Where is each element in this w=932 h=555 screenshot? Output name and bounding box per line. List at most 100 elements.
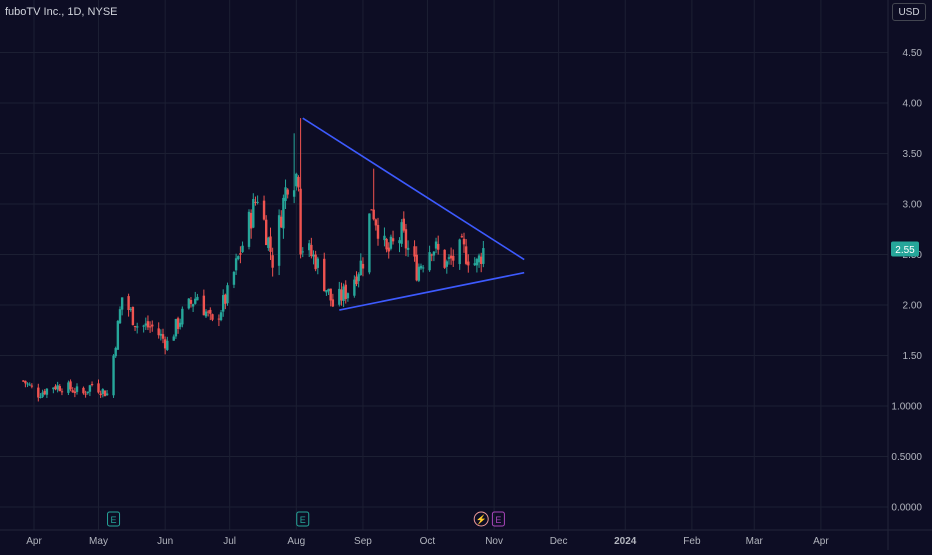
candle-body <box>232 271 236 285</box>
candle-body <box>452 255 455 261</box>
earnings-label: E <box>495 515 501 525</box>
candle-body <box>71 390 74 393</box>
trendline <box>302 117 525 261</box>
candle-body <box>60 391 64 393</box>
y-tick-label: 3.50 <box>903 149 923 160</box>
x-tick-label: Jul <box>223 536 236 547</box>
candle-body <box>419 265 423 269</box>
candle-body <box>211 314 214 320</box>
candle-body <box>284 187 287 201</box>
candle-body <box>445 261 448 267</box>
earnings-icon <box>107 511 121 527</box>
candle-body <box>136 326 139 328</box>
candle-body <box>421 267 425 269</box>
candle-body <box>187 298 190 309</box>
earnings-marker[interactable]: E <box>491 511 505 527</box>
y-tick-label: 1.50 <box>903 351 923 362</box>
candle-body <box>179 322 182 327</box>
candle-body <box>69 381 72 390</box>
x-tick-label: Dec <box>550 536 568 547</box>
candle-body <box>323 258 326 292</box>
candle-body <box>437 243 440 250</box>
candle-body <box>209 309 212 314</box>
candle-body <box>385 239 388 250</box>
candle-body <box>310 244 313 257</box>
candle-body <box>368 213 371 273</box>
candle-body <box>30 385 34 387</box>
x-tick-label: Aug <box>287 536 305 547</box>
candle-body <box>249 212 253 229</box>
candle-body <box>151 324 154 327</box>
candle-body <box>458 239 461 265</box>
candle-body <box>222 295 225 312</box>
candle-body <box>26 383 29 385</box>
candle-body <box>329 288 332 301</box>
candle-body <box>460 236 464 238</box>
candle-body <box>473 263 476 266</box>
candle-body <box>239 253 242 255</box>
candle-body <box>86 391 89 394</box>
candle-body <box>325 290 328 293</box>
candle-body <box>267 237 270 248</box>
candle-body <box>120 297 124 310</box>
candle-body <box>161 334 165 339</box>
candle-body <box>67 382 70 393</box>
y-tick-label: 1.0000 <box>891 402 922 413</box>
candle-body <box>269 236 272 252</box>
candle-body <box>271 255 274 268</box>
candle-body <box>129 308 132 310</box>
x-tick-label: May <box>89 536 108 547</box>
candle-body <box>131 306 135 326</box>
earnings-icon <box>296 511 310 527</box>
candle-body <box>430 254 433 256</box>
candle-body <box>118 309 122 324</box>
candle-body <box>90 384 94 386</box>
candle-body <box>114 348 117 357</box>
candle-body <box>191 304 195 307</box>
x-tick-label: Oct <box>420 536 436 547</box>
candle-body <box>391 238 395 242</box>
candle-body <box>58 386 61 392</box>
candle-body <box>402 218 405 231</box>
candle-body <box>295 173 298 187</box>
candle-body <box>41 392 44 397</box>
candle-body <box>43 390 46 395</box>
candle-body <box>340 289 343 301</box>
candle-body <box>52 387 55 390</box>
currency-button[interactable]: USD <box>892 3 926 21</box>
x-tick-label: 2024 <box>614 536 637 547</box>
candle-body <box>342 286 345 301</box>
x-tick-label: Nov <box>485 536 503 547</box>
y-tick-label: 4.00 <box>903 99 923 110</box>
candle-body <box>148 326 152 328</box>
candle-body <box>464 246 468 264</box>
x-tick-label: Apr <box>813 536 829 547</box>
candle-body <box>389 236 393 249</box>
candle-body <box>172 336 175 341</box>
chart-title: fuboTV Inc., 1D, NYSE <box>5 6 118 18</box>
x-tick-label: Jun <box>157 536 173 547</box>
earnings-marker[interactable]: E <box>107 511 121 527</box>
candle-body <box>327 288 330 292</box>
x-tick-label: Mar <box>746 536 764 547</box>
candle-body <box>443 249 446 268</box>
trendline <box>339 271 525 311</box>
candle-body <box>308 243 311 251</box>
candle-body <box>292 190 296 197</box>
event-marker[interactable]: ⚡ <box>473 511 489 527</box>
candle-body <box>338 288 341 305</box>
earnings-marker[interactable]: E <box>296 511 310 527</box>
candle-body <box>142 325 145 327</box>
candle-body <box>105 393 109 396</box>
y-tick-label: 3.00 <box>903 200 923 211</box>
candle-body <box>331 299 335 307</box>
candle-body <box>357 274 360 282</box>
candle-body <box>282 197 285 229</box>
earnings-icon <box>491 511 505 527</box>
candle-body <box>353 279 356 296</box>
candle-body <box>217 318 221 320</box>
candle-body <box>224 294 227 304</box>
